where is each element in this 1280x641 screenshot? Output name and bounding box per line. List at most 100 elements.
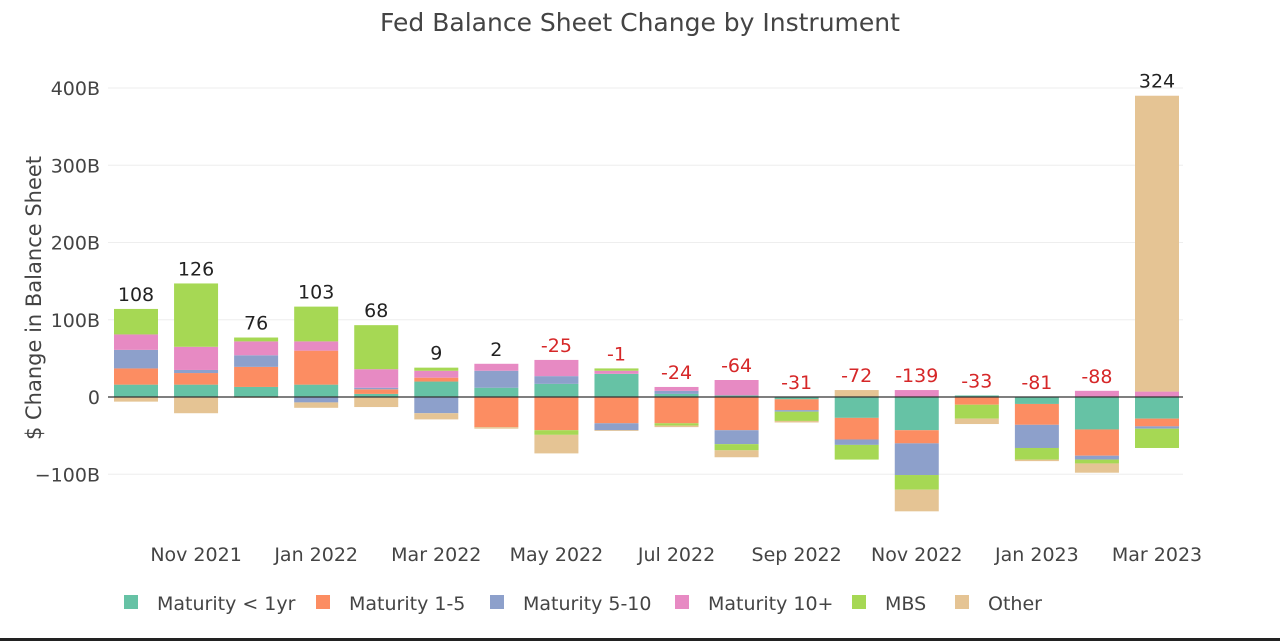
total-label: -24	[661, 362, 692, 384]
bar-segment	[114, 334, 158, 350]
bar-segment	[1135, 95, 1179, 392]
bar-segment	[414, 367, 459, 371]
bar-segment	[654, 423, 699, 426]
y-axis-ticks: −100B 0 100B 200B 300B 400B	[35, 78, 100, 486]
y-tick-label: 300B	[51, 155, 100, 177]
legend-swatch	[124, 595, 138, 609]
bar-segment	[474, 363, 519, 371]
bar-segment	[774, 399, 819, 411]
x-tick-label: Mar 2023	[1112, 544, 1202, 566]
bar-segment	[894, 443, 939, 476]
bar-segment	[894, 489, 939, 512]
bar-segment	[294, 341, 339, 351]
bar-segment	[714, 450, 759, 458]
legend-label: Maturity 10+	[708, 593, 833, 615]
bar-segment	[294, 397, 339, 403]
total-labels: 108 126 76 103 68 9 2 -25 -1 -24 -64 -31 -72 -139 -33 -…	[118, 71, 1175, 394]
bar-segment	[774, 420, 819, 423]
bar-segment	[594, 397, 639, 424]
bar-segment	[834, 439, 879, 445]
bar-segment	[714, 380, 759, 396]
chart-title: Fed Balance Sheet Change by Instrument	[380, 8, 900, 37]
bar-segment	[414, 370, 459, 378]
total-label: 108	[118, 284, 154, 306]
bar-segment	[834, 417, 879, 440]
bar-segment	[774, 397, 819, 400]
bar-segment	[414, 397, 459, 414]
x-tick-label: Jan 2023	[994, 544, 1079, 566]
bar-segment	[474, 427, 519, 429]
bar-segment	[1014, 459, 1059, 462]
bar-segment	[414, 377, 459, 382]
bar-segment	[714, 444, 759, 451]
bar-segment	[654, 390, 699, 394]
legend-label: Maturity < 1yr	[157, 593, 296, 615]
x-tick-label: Nov 2022	[871, 544, 962, 566]
bar-segment	[774, 411, 819, 421]
legend-label: Other	[988, 593, 1042, 615]
bar-segment	[1014, 424, 1059, 448]
bar-segment	[474, 387, 519, 397]
bar-segment	[894, 397, 939, 431]
bar-segment	[534, 383, 579, 397]
bar-segment	[234, 355, 279, 367]
total-label: -33	[961, 370, 992, 392]
total-label: 103	[298, 282, 334, 304]
bar-segment	[714, 397, 759, 431]
bar-segment	[114, 384, 158, 397]
bar-segment	[654, 425, 699, 428]
legend-swatch	[852, 595, 866, 609]
bar-segment	[174, 346, 219, 370]
bar-segment	[1074, 455, 1119, 460]
bar-segment	[1014, 397, 1059, 404]
bar-segment	[1135, 397, 1179, 419]
legend-swatch	[316, 595, 330, 609]
bar-segment	[594, 373, 639, 397]
bar-segment	[1014, 403, 1059, 425]
total-label: -88	[1081, 366, 1112, 388]
total-label: 9	[430, 343, 442, 365]
bar-segment	[234, 366, 279, 387]
bar-segment	[294, 306, 339, 342]
bar-segment	[714, 430, 759, 445]
bar-segment	[174, 397, 219, 414]
total-label: -139	[895, 365, 938, 387]
bar-segment	[1074, 463, 1119, 473]
bar-segment	[234, 337, 279, 342]
bar-segment	[294, 384, 339, 397]
bar-segment	[594, 423, 639, 431]
x-tick-label: Jul 2022	[637, 544, 715, 566]
bar-segment	[354, 387, 399, 390]
bar-segment	[834, 390, 879, 397]
total-label: -1	[607, 343, 626, 365]
bar-segment	[474, 397, 519, 428]
total-label: -31	[781, 372, 812, 394]
gridlines	[108, 87, 1183, 475]
bar-segment	[174, 369, 219, 374]
total-label: -81	[1021, 372, 1052, 394]
bar-segment	[534, 359, 579, 377]
bar-segment	[1074, 459, 1119, 464]
y-tick-label: 400B	[51, 78, 100, 100]
x-tick-label: Mar 2022	[391, 544, 481, 566]
total-label: 324	[1139, 71, 1175, 93]
bar-segment	[1135, 391, 1179, 397]
x-tick-label: Sep 2022	[752, 544, 842, 566]
legend-swatch	[955, 595, 969, 609]
legend-swatch	[675, 595, 689, 609]
bar-segment	[894, 475, 939, 490]
x-tick-label: Nov 2021	[150, 544, 241, 566]
bar-segment	[954, 404, 999, 419]
bar-segment	[354, 369, 399, 388]
bar-segment	[834, 397, 879, 418]
legend-label: Maturity 5-10	[523, 593, 651, 615]
bar-segment	[174, 283, 219, 347]
x-tick-label: Jan 2022	[273, 544, 358, 566]
total-label: 2	[490, 339, 502, 361]
bar-segment	[294, 402, 339, 408]
bar-segment	[414, 381, 459, 397]
bar-segment	[354, 393, 399, 397]
total-label: 68	[364, 300, 388, 322]
legend-label: MBS	[885, 593, 926, 615]
